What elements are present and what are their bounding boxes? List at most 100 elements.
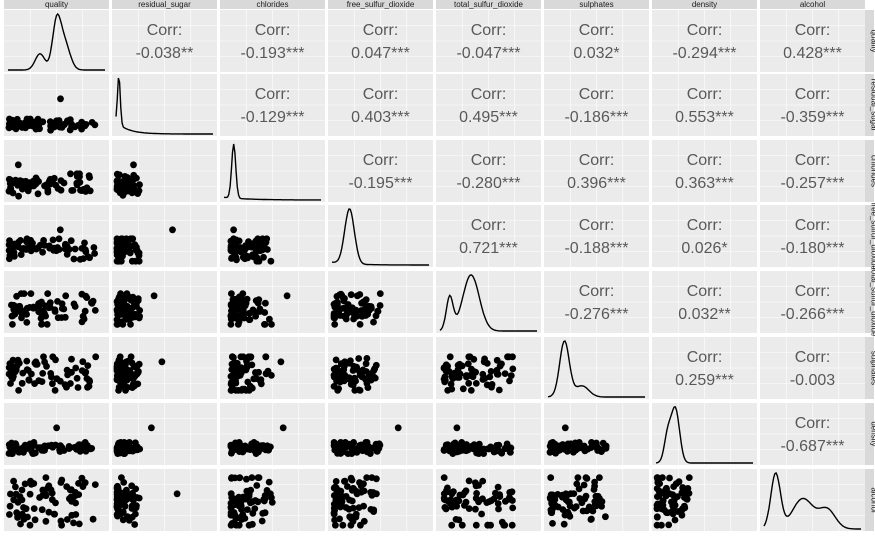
panel-r5-c7: Corr: -0.003	[760, 337, 865, 399]
scatter-point	[340, 443, 347, 451]
scatter-point	[49, 236, 57, 244]
corr-value-r4-c6: 0.032**	[678, 306, 731, 323]
scatter-point	[262, 370, 270, 377]
scatter-point	[64, 371, 71, 379]
scatter-point	[599, 439, 607, 447]
scatter-point	[114, 177, 122, 185]
outlier-point	[267, 490, 274, 498]
scatter-point	[563, 444, 571, 451]
corr-value-r1-c4: 0.495***	[459, 109, 518, 126]
panel-r0-c2: Corr: -0.193***	[220, 10, 325, 72]
column-label-1: residual_sugar	[138, 0, 191, 9]
scatter-point	[68, 187, 76, 194]
scatter-point	[5, 241, 13, 249]
scatter-point	[451, 373, 459, 381]
scatter-point	[75, 520, 83, 528]
scatter-point	[34, 190, 42, 198]
scatter-point	[243, 252, 251, 260]
scatter-point	[14, 243, 22, 251]
scatter-point	[23, 304, 31, 312]
scatter-point	[115, 252, 122, 259]
corr-value-r1-c6: 0.553***	[675, 109, 734, 126]
scatter-point	[50, 244, 58, 252]
scatter-point	[74, 384, 82, 391]
corr-label: Corr:	[363, 22, 399, 39]
panel-r3-c0	[4, 205, 109, 267]
scatter-point	[591, 478, 598, 486]
panel-r6-c4	[436, 403, 541, 465]
row-label-0: quality	[870, 29, 875, 52]
scatter-point	[243, 487, 251, 495]
scatter-point	[25, 376, 33, 384]
scatter-point	[247, 354, 255, 361]
panel-r1-c0	[4, 74, 109, 136]
scatter-point	[129, 489, 136, 497]
scatter-point	[46, 299, 54, 306]
scatter-point	[575, 439, 583, 446]
panel-r6-c2	[220, 403, 325, 465]
scatter-point	[360, 502, 367, 510]
scatter-point	[334, 450, 341, 457]
scatter-point	[506, 377, 513, 385]
scatter-point	[44, 484, 52, 492]
panel-r2-c4: Corr: -0.280***	[436, 140, 541, 202]
scatter-point	[331, 516, 338, 524]
scatter-point	[448, 521, 456, 529]
outlier-point	[173, 490, 181, 498]
corr-value-r2-c3: -0.195***	[348, 175, 412, 192]
scatter-point	[6, 252, 14, 259]
scatter-point	[490, 448, 498, 456]
scatter-point	[131, 382, 138, 390]
scatter-point	[71, 444, 78, 451]
scatter-point	[672, 480, 680, 488]
scatter-point	[40, 353, 47, 361]
scatter-point	[335, 385, 342, 393]
outlier-point	[57, 95, 64, 103]
panel-r3-c1	[112, 205, 217, 267]
scatter-point	[12, 483, 19, 491]
scatter-point	[50, 174, 58, 182]
scatter-point	[671, 516, 679, 524]
scatter-point	[349, 444, 357, 452]
scatter-point	[671, 501, 679, 509]
scatter-point	[575, 485, 583, 493]
outlier-point	[279, 424, 287, 432]
scatter-point	[487, 368, 495, 375]
scatter-point	[15, 181, 22, 188]
panel-r0-c7: Corr: 0.428***	[760, 10, 865, 72]
scatter-point	[347, 291, 355, 299]
corr-label: Corr:	[795, 349, 831, 366]
scatter-point	[39, 240, 47, 248]
scatter-point	[681, 494, 688, 501]
panel-r1-c3: Corr: 0.403***	[328, 74, 433, 136]
scatter-point	[582, 446, 589, 454]
panel-r6-c7: Corr: -0.687***	[760, 403, 865, 465]
scatter-point	[494, 500, 502, 507]
scatter-point	[681, 502, 688, 510]
scatter-point	[456, 370, 464, 378]
scatter-point	[129, 293, 137, 301]
panel-r4-c2	[220, 271, 325, 333]
scatter-point	[23, 319, 31, 326]
outlier-point	[169, 226, 176, 234]
scatter-point	[51, 308, 59, 315]
scatter-point	[348, 486, 356, 494]
scatter-point	[17, 520, 24, 528]
panel-r4-c3	[328, 271, 433, 333]
scatter-point	[27, 236, 34, 244]
scatter-point	[231, 510, 238, 518]
panel-r5-c3	[328, 337, 433, 399]
scatter-point	[506, 494, 513, 501]
scatter-point	[55, 235, 63, 243]
scatter-point	[5, 187, 13, 195]
scatter-point	[27, 480, 35, 488]
scatter-point	[12, 440, 19, 448]
row-strip-4	[863, 271, 874, 333]
column-strip-0	[4, 0, 109, 9]
panel-r2-c1	[112, 140, 217, 202]
row-strip-2	[863, 140, 874, 202]
scatter-point	[81, 307, 89, 315]
scatter-point	[17, 251, 25, 258]
scatter-point	[38, 447, 46, 454]
scatter-point	[231, 359, 239, 366]
